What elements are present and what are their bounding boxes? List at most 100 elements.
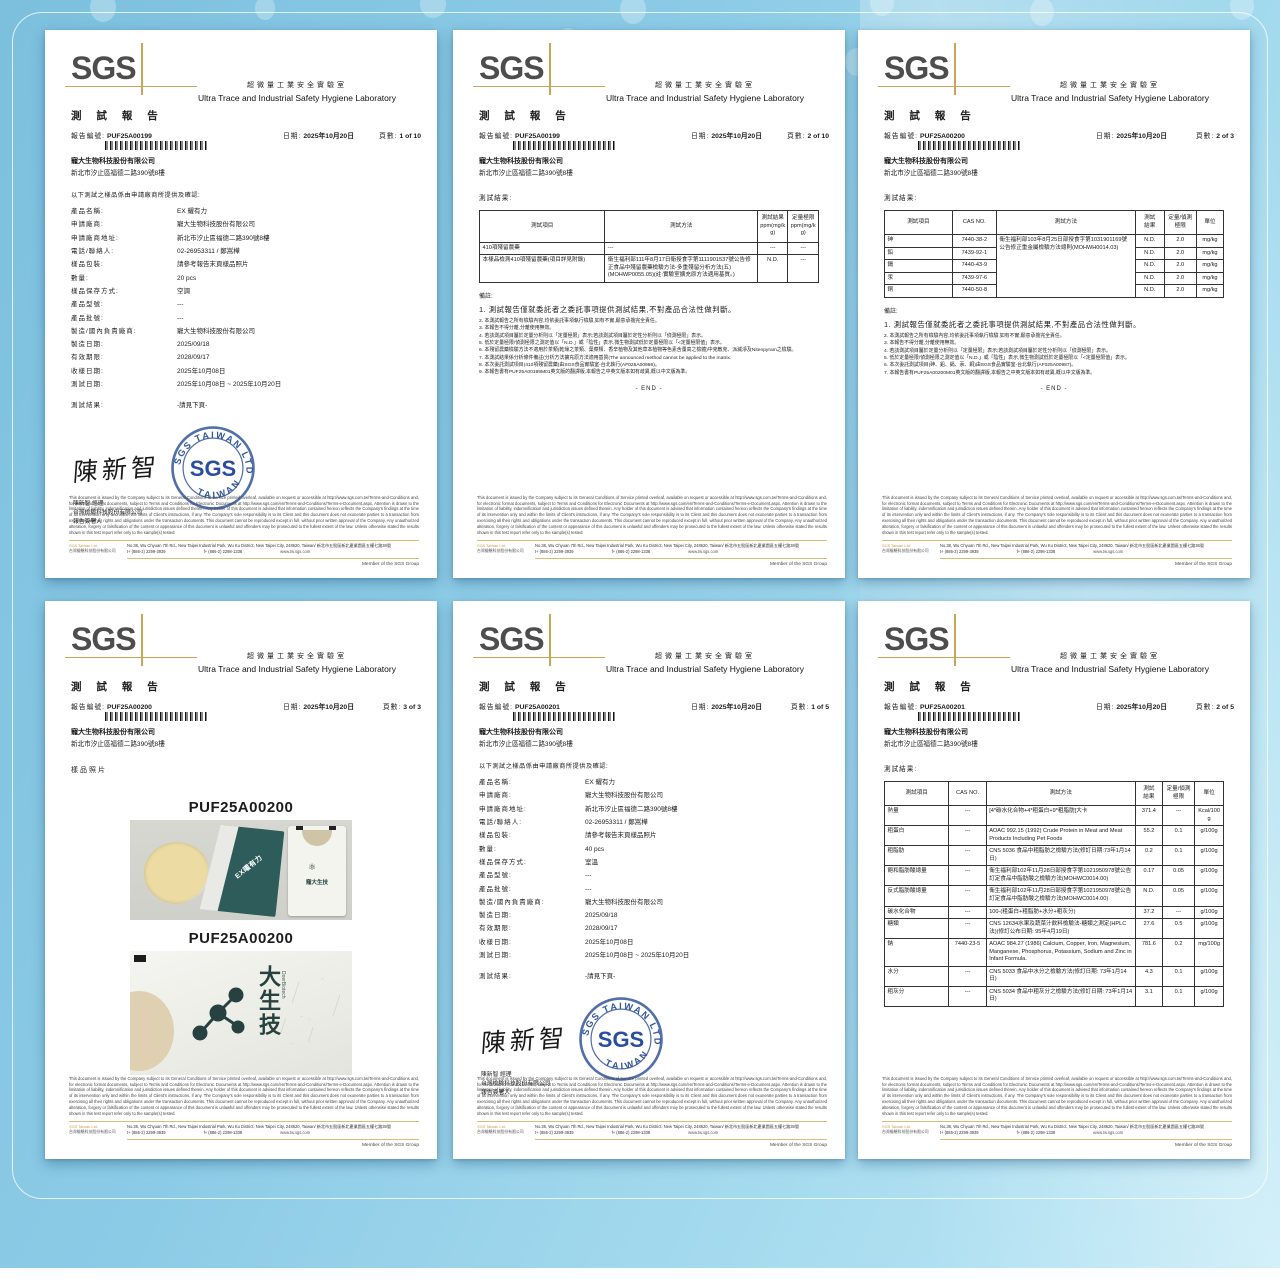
table-row: 熱量 --- [4*碳水化合物+4*粗蛋白+9*粗脂肪]大卡 371.4 --- Kcal…: [883, 805, 1224, 827]
footer: This document is issued by the Company s…: [882, 1075, 1232, 1148]
report-body: 以下測試之樣品係由申請廠商所提供及確認: 產品名稱: EX 耀有力 申請廠商: 寵大…: [45, 190, 437, 536]
lab-name: 超微量工業安全實驗室 Ultra Trace and Industrial Sa…: [606, 82, 804, 103]
report-header: SGS 測 試 報 告 超微量工業安全實驗室 Ultra Trace and I…: [453, 30, 845, 178]
report-body: 測試結果: 測試項目 測試方法 測試結果 ppm(mg/kg) 定量極限 ppm…: [453, 192, 845, 394]
photo-caption: PUF25A00200: [188, 799, 294, 816]
report-title: 測 試 報 告: [71, 110, 164, 122]
signer-info: 陳新智 經理 台灣檢驗科技股份有限公司 報告簽署人: [481, 1071, 551, 1096]
pages-label: 頁數:: [379, 133, 398, 140]
report-header: SGS 測 試 報 告 超微量工業安全實驗室 Ultra Trace and I…: [858, 30, 1250, 178]
report-meta: 報告編號: PUF25A00201 日期: 2025年10月20日 頁數: 1 …: [479, 704, 829, 711]
svg-text:SGS: SGS: [598, 1027, 644, 1052]
table-row: 碳水化合物 --- 100-(粗蛋白+粗脂肪+水分+粗灰分) 37.2 --- g/100…: [883, 905, 1224, 920]
lab-name: 超微量工業安全實驗室 Ultra Trace and Industrial Sa…: [198, 653, 396, 674]
table-row: 粗灰分 --- CNS 5034 食品中粗灰分之檢驗方法(修訂日期: 73年1月14…: [883, 985, 1224, 1008]
footer-address: No.38, Wu Chyuan 7th Rd., New Taipei Ind…: [127, 542, 419, 568]
molecule-logo: [192, 987, 245, 1041]
report-header: SGS 測 試 報 告 超微量工業安全實驗室 Ultra Trace and I…: [45, 30, 437, 178]
client-company: 寵大生物科技股份有限公司: [71, 729, 155, 736]
photo-caption: PUF25A00200: [188, 930, 294, 947]
end-mark: - END -: [1040, 386, 1068, 393]
report-no-value: PUF25A00199: [106, 133, 152, 140]
footer: This document is issued by the Company s…: [477, 494, 827, 567]
client-address: 新北市汐止區福德二路390號8樓: [71, 170, 165, 177]
report-body: 測試結果: 測試項目 CAS NO. 測試方法 測試 結果 定量/偵測 極限 單…: [858, 192, 1250, 394]
lab-name-en: Ultra Trace and Industrial Safety Hygien…: [198, 93, 396, 103]
footer: This document is issued by the Company s…: [882, 494, 1232, 567]
barcode: [513, 141, 615, 150]
end-mark: - END -: [635, 385, 663, 392]
report-page-2: SGS 測 試 報 告 超微量工業安全實驗室 Ultra Trace and I…: [453, 30, 845, 578]
sgs-logo: SGS: [878, 614, 1010, 666]
bottom-strip: [0, 1268, 1280, 1279]
intro-line: 以下測試之樣品係由申請廠商所提供及確認:: [71, 192, 201, 199]
table-row: 粗蛋白 --- AOAC 992.15 (1992) Crude Protein i…: [883, 825, 1224, 847]
client-address: 新北市汐止區福德二路390號8樓: [479, 741, 573, 748]
sgs-logo: SGS: [473, 43, 605, 95]
intro-line: 以下測試之樣品係由申請廠商所提供及確認:: [479, 763, 609, 770]
report-meta: 報告編號: PUF25A00200 日期: 2025年10月20日 頁數: 2 …: [884, 133, 1234, 140]
table-row: 粗脂肪 --- CNS 5036 食品中粗脂肪之檢驗方法(修訂日期:73年1月14日…: [883, 845, 1224, 867]
sgs-logo: SGS: [473, 614, 605, 666]
client-address: 新北市汐止區福德二路390號8樓: [71, 741, 165, 748]
sample-photo-1: EX曜有力 ⚛ 寵大生技: [130, 820, 352, 920]
package-brand-text: 大生技: [256, 965, 281, 1037]
signer-info: 陳新智 經理 台灣檢驗科技股份有限公司 報告簽署人: [73, 500, 143, 525]
table-row: 銅 7440-50-8 N.D. 2.0 mg/kg: [884, 284, 1225, 298]
report-title: 測 試 報 告: [479, 110, 572, 122]
report-meta: 報告編號: PUF25A00200 日期: 2025年10月20日 頁數: 3 …: [71, 704, 421, 711]
member-line: Member of the SGS Group: [127, 557, 419, 568]
package-window: [130, 991, 174, 1071]
signature-block: 陳新智 SGS TAIWAN LTD TAIWAN SGS 陳新智 經理 台灣檢…: [71, 424, 411, 536]
report-page-3: SGS 測 試 報 告 超微量工業安全實驗室 Ultra Trace and I…: [858, 30, 1250, 578]
test-results-label: 測試結果:: [884, 195, 918, 202]
sample-dish: [144, 842, 210, 904]
report-page-1: SGS 測 試 報 告 超微量工業安全實驗室 Ultra Trace and I…: [45, 30, 437, 578]
sgs-logo: SGS: [65, 43, 197, 95]
heavy-metals-table: 測試項目 CAS NO. 測試方法 測試 結果 定量/偵測 極限 單位 砷 74…: [884, 209, 1225, 298]
notes-section: 備註: 1. 測試報告僅就委託者之委託事項提供測試結果,不對產品合法性做判斷。 …: [884, 308, 1224, 394]
client-company: 寵大生物科技股份有限公司: [479, 158, 563, 165]
pesticide-results-table: 測試項目 測試方法 測試結果 ppm(mg/kg) 定量極限 ppm(mg/kg…: [478, 210, 819, 283]
report-body: 以下測試之樣品係由申請廠商所提供及確認: 產品名稱: EX 耀有力 申請廠商: 寵大…: [453, 761, 845, 1107]
table-row: 水分 --- CNS 5033 食品中水分之檢驗方法(修訂日期: 73年1月14日)…: [883, 965, 1224, 987]
svg-text:SGS: SGS: [190, 456, 236, 481]
client-company: 寵大生物科技股份有限公司: [884, 729, 968, 736]
disclaimer: This document is issued by the Company s…: [69, 494, 419, 535]
footer: This document is issued by the Company s…: [477, 1075, 827, 1148]
client-address: 新北市汐止區福德二路390號8樓: [479, 170, 573, 177]
barcode: [105, 141, 207, 150]
sachet-brand-text: EX曜有力: [234, 854, 265, 881]
report-title: 測 試 報 告: [884, 681, 977, 693]
sachet-window: [302, 830, 332, 846]
nutrition-results-table: 測試項目 CAS NO. 測試方法 測試 結果 定量/偵測 極限 單位 熱量 --…: [883, 780, 1224, 1008]
report-meta: 報告編號: PUF25A00199 日期: 2025年10月20日 頁數: 2 …: [479, 133, 829, 140]
table-row: 糖類 --- CNS 12634水果及蔬菜汁飲料檢驗法-糖類之測定(HPLC法)(修…: [883, 918, 1224, 940]
molecule-icon: ⚛: [308, 862, 317, 872]
report-no-label: 報告編號:: [71, 133, 106, 140]
sample-photos-label: 樣品照片: [71, 767, 107, 774]
report-title: 測 試 報 告: [71, 681, 164, 693]
date-value: 2025年10月20日: [303, 133, 355, 140]
barcode: [918, 712, 1020, 721]
test-results-label: 測試結果:: [884, 766, 918, 773]
report-body: 測試結果: 測試項目 CAS NO. 測試方法 測試 結果 定量/偵測 極限 單…: [858, 763, 1250, 1008]
client-company: 寵大生物科技股份有限公司: [479, 729, 563, 736]
report-page-4: SGS 測 試 報 告 超微量工業安全實驗室 Ultra Trace and I…: [45, 601, 437, 1159]
white-sachet: ⚛ 寵大生技: [288, 826, 346, 916]
barcode: [918, 141, 1020, 150]
table-row: 本樣品檢測410項殘留農藥(項目詳見附錄) 衛生福利部111年8月17日衛授食字…: [478, 254, 819, 283]
test-results-label: 測試結果:: [479, 195, 513, 202]
pages-value: 1 of 10: [399, 133, 421, 140]
report-meta: 報告編號: PUF25A00201 日期: 2025年10月20日 頁數: 2 …: [884, 704, 1234, 711]
report-title: 測 試 報 告: [884, 110, 977, 122]
report-title: 測 試 報 告: [479, 681, 572, 693]
sachet-company-text: 寵大生技: [305, 880, 328, 886]
table-row: 汞 7439-97-6 N.D. 2.0 mg/kg: [884, 271, 1225, 286]
date-label: 日期:: [283, 133, 302, 140]
table-row: 鉛 7439-92-1 N.D. 2.0 mg/kg: [884, 246, 1225, 261]
report-header: SGS 測 試 報 告 超微量工業安全實驗室 Ultra Trace and I…: [453, 601, 845, 749]
report-meta: 報告編號: PUF25A00199 日期: 2025年10月20日 頁數: 1 …: [71, 130, 421, 140]
handwritten-signature: 陳新智: [71, 451, 161, 487]
report-body: 樣品照片 PUF25A00200 EX曜有力 ⚛ 寵大生技 PUF25A0020…: [45, 765, 437, 1075]
